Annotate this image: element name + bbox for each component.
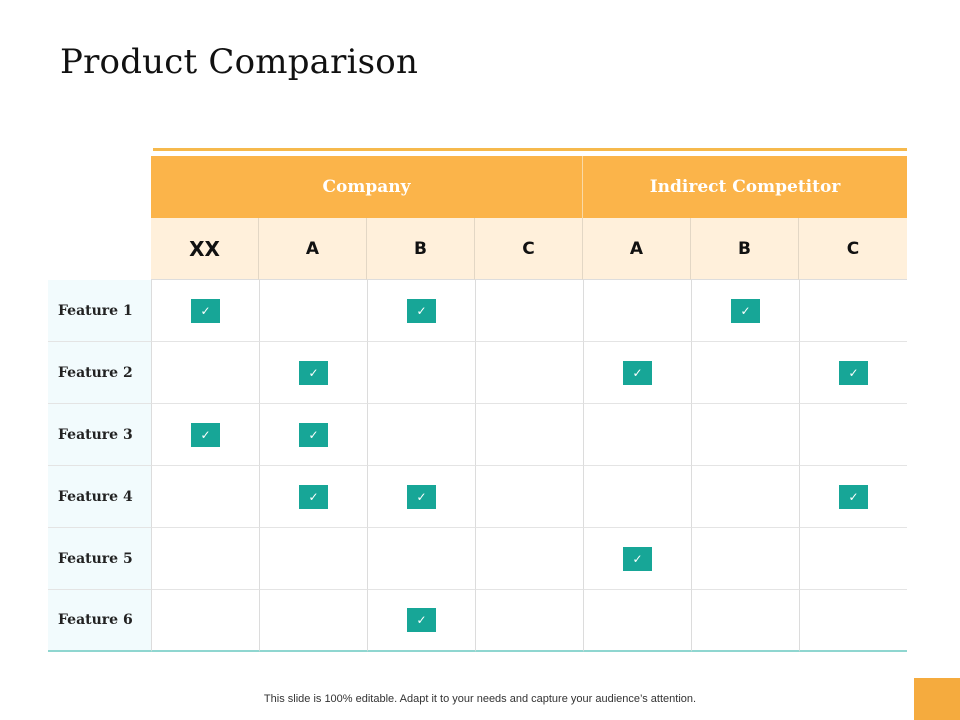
corner-accent-block xyxy=(914,678,960,720)
feature-label: Feature 5 xyxy=(48,528,151,590)
feature-label: Feature 6 xyxy=(48,590,151,652)
feature-cell xyxy=(475,342,583,404)
feature-cell xyxy=(259,590,367,652)
column-header-indirect-a: A xyxy=(583,218,691,280)
column-header-indirect-c: C xyxy=(799,218,907,280)
feature-cell xyxy=(367,342,475,404)
feature-cell xyxy=(691,590,799,652)
checkmark-icon: ✓ xyxy=(731,298,760,323)
feature-cell xyxy=(475,280,583,342)
feature-cell: ✓ xyxy=(259,466,367,528)
feature-cell xyxy=(367,528,475,590)
checkmark-icon: ✓ xyxy=(839,484,868,509)
feature-label: Feature 3 xyxy=(48,404,151,466)
page-title: Product Comparison xyxy=(60,42,419,82)
column-header-indirect-b: B xyxy=(691,218,799,280)
group-header-company: Company xyxy=(151,156,583,218)
feature-cell xyxy=(475,404,583,466)
feature-cell: ✓ xyxy=(151,404,259,466)
feature-cell xyxy=(799,404,907,466)
feature-cell xyxy=(259,528,367,590)
feature-cell xyxy=(799,590,907,652)
comparison-table: Company Indirect Competitor XX A B C A B… xyxy=(48,156,907,652)
column-header-company-b: B xyxy=(367,218,475,280)
feature-cell xyxy=(691,528,799,590)
header-accent-line xyxy=(153,148,907,151)
feature-cell xyxy=(583,466,691,528)
feature-cell xyxy=(475,528,583,590)
checkmark-icon: ✓ xyxy=(407,484,436,509)
feature-cell: ✓ xyxy=(259,404,367,466)
feature-cell xyxy=(151,466,259,528)
checkmark-icon: ✓ xyxy=(299,422,328,447)
feature-cell: ✓ xyxy=(367,280,475,342)
feature-cell: ✓ xyxy=(691,280,799,342)
feature-cell: ✓ xyxy=(367,590,475,652)
checkmark-icon: ✓ xyxy=(299,484,328,509)
feature-cell: ✓ xyxy=(583,342,691,404)
feature-cell: ✓ xyxy=(583,528,691,590)
feature-cell: ✓ xyxy=(259,342,367,404)
column-header-company-a: A xyxy=(259,218,367,280)
feature-cell xyxy=(583,280,691,342)
group-header-indirect-competitor: Indirect Competitor xyxy=(583,156,907,218)
checkmark-icon: ✓ xyxy=(623,360,652,385)
feature-cell xyxy=(151,590,259,652)
checkmark-icon: ✓ xyxy=(839,360,868,385)
feature-label: Feature 2 xyxy=(48,342,151,404)
feature-cell xyxy=(691,404,799,466)
feature-cell: ✓ xyxy=(151,280,259,342)
feature-cell xyxy=(475,466,583,528)
feature-cell xyxy=(259,280,367,342)
feature-cell: ✓ xyxy=(799,342,907,404)
feature-cell xyxy=(151,342,259,404)
checkmark-icon: ✓ xyxy=(407,298,436,323)
table-corner xyxy=(48,156,151,218)
feature-cell xyxy=(583,590,691,652)
column-header-company-c: C xyxy=(475,218,583,280)
checkmark-icon: ✓ xyxy=(299,360,328,385)
feature-cell xyxy=(475,590,583,652)
feature-label: Feature 4 xyxy=(48,466,151,528)
feature-cell xyxy=(583,404,691,466)
checkmark-icon: ✓ xyxy=(191,298,220,323)
footer-note: This slide is 100% editable. Adapt it to… xyxy=(263,693,697,705)
feature-cell: ✓ xyxy=(799,466,907,528)
checkmark-icon: ✓ xyxy=(191,422,220,447)
feature-cell xyxy=(799,528,907,590)
feature-cell xyxy=(367,404,475,466)
feature-label: Feature 1 xyxy=(48,280,151,342)
column-header-xx: XX xyxy=(151,218,259,280)
table-corner-sub xyxy=(48,218,151,280)
feature-cell: ✓ xyxy=(367,466,475,528)
feature-cell xyxy=(691,342,799,404)
feature-cell xyxy=(151,528,259,590)
feature-cell xyxy=(691,466,799,528)
checkmark-icon: ✓ xyxy=(407,608,436,632)
checkmark-icon: ✓ xyxy=(623,546,652,571)
feature-cell xyxy=(799,280,907,342)
